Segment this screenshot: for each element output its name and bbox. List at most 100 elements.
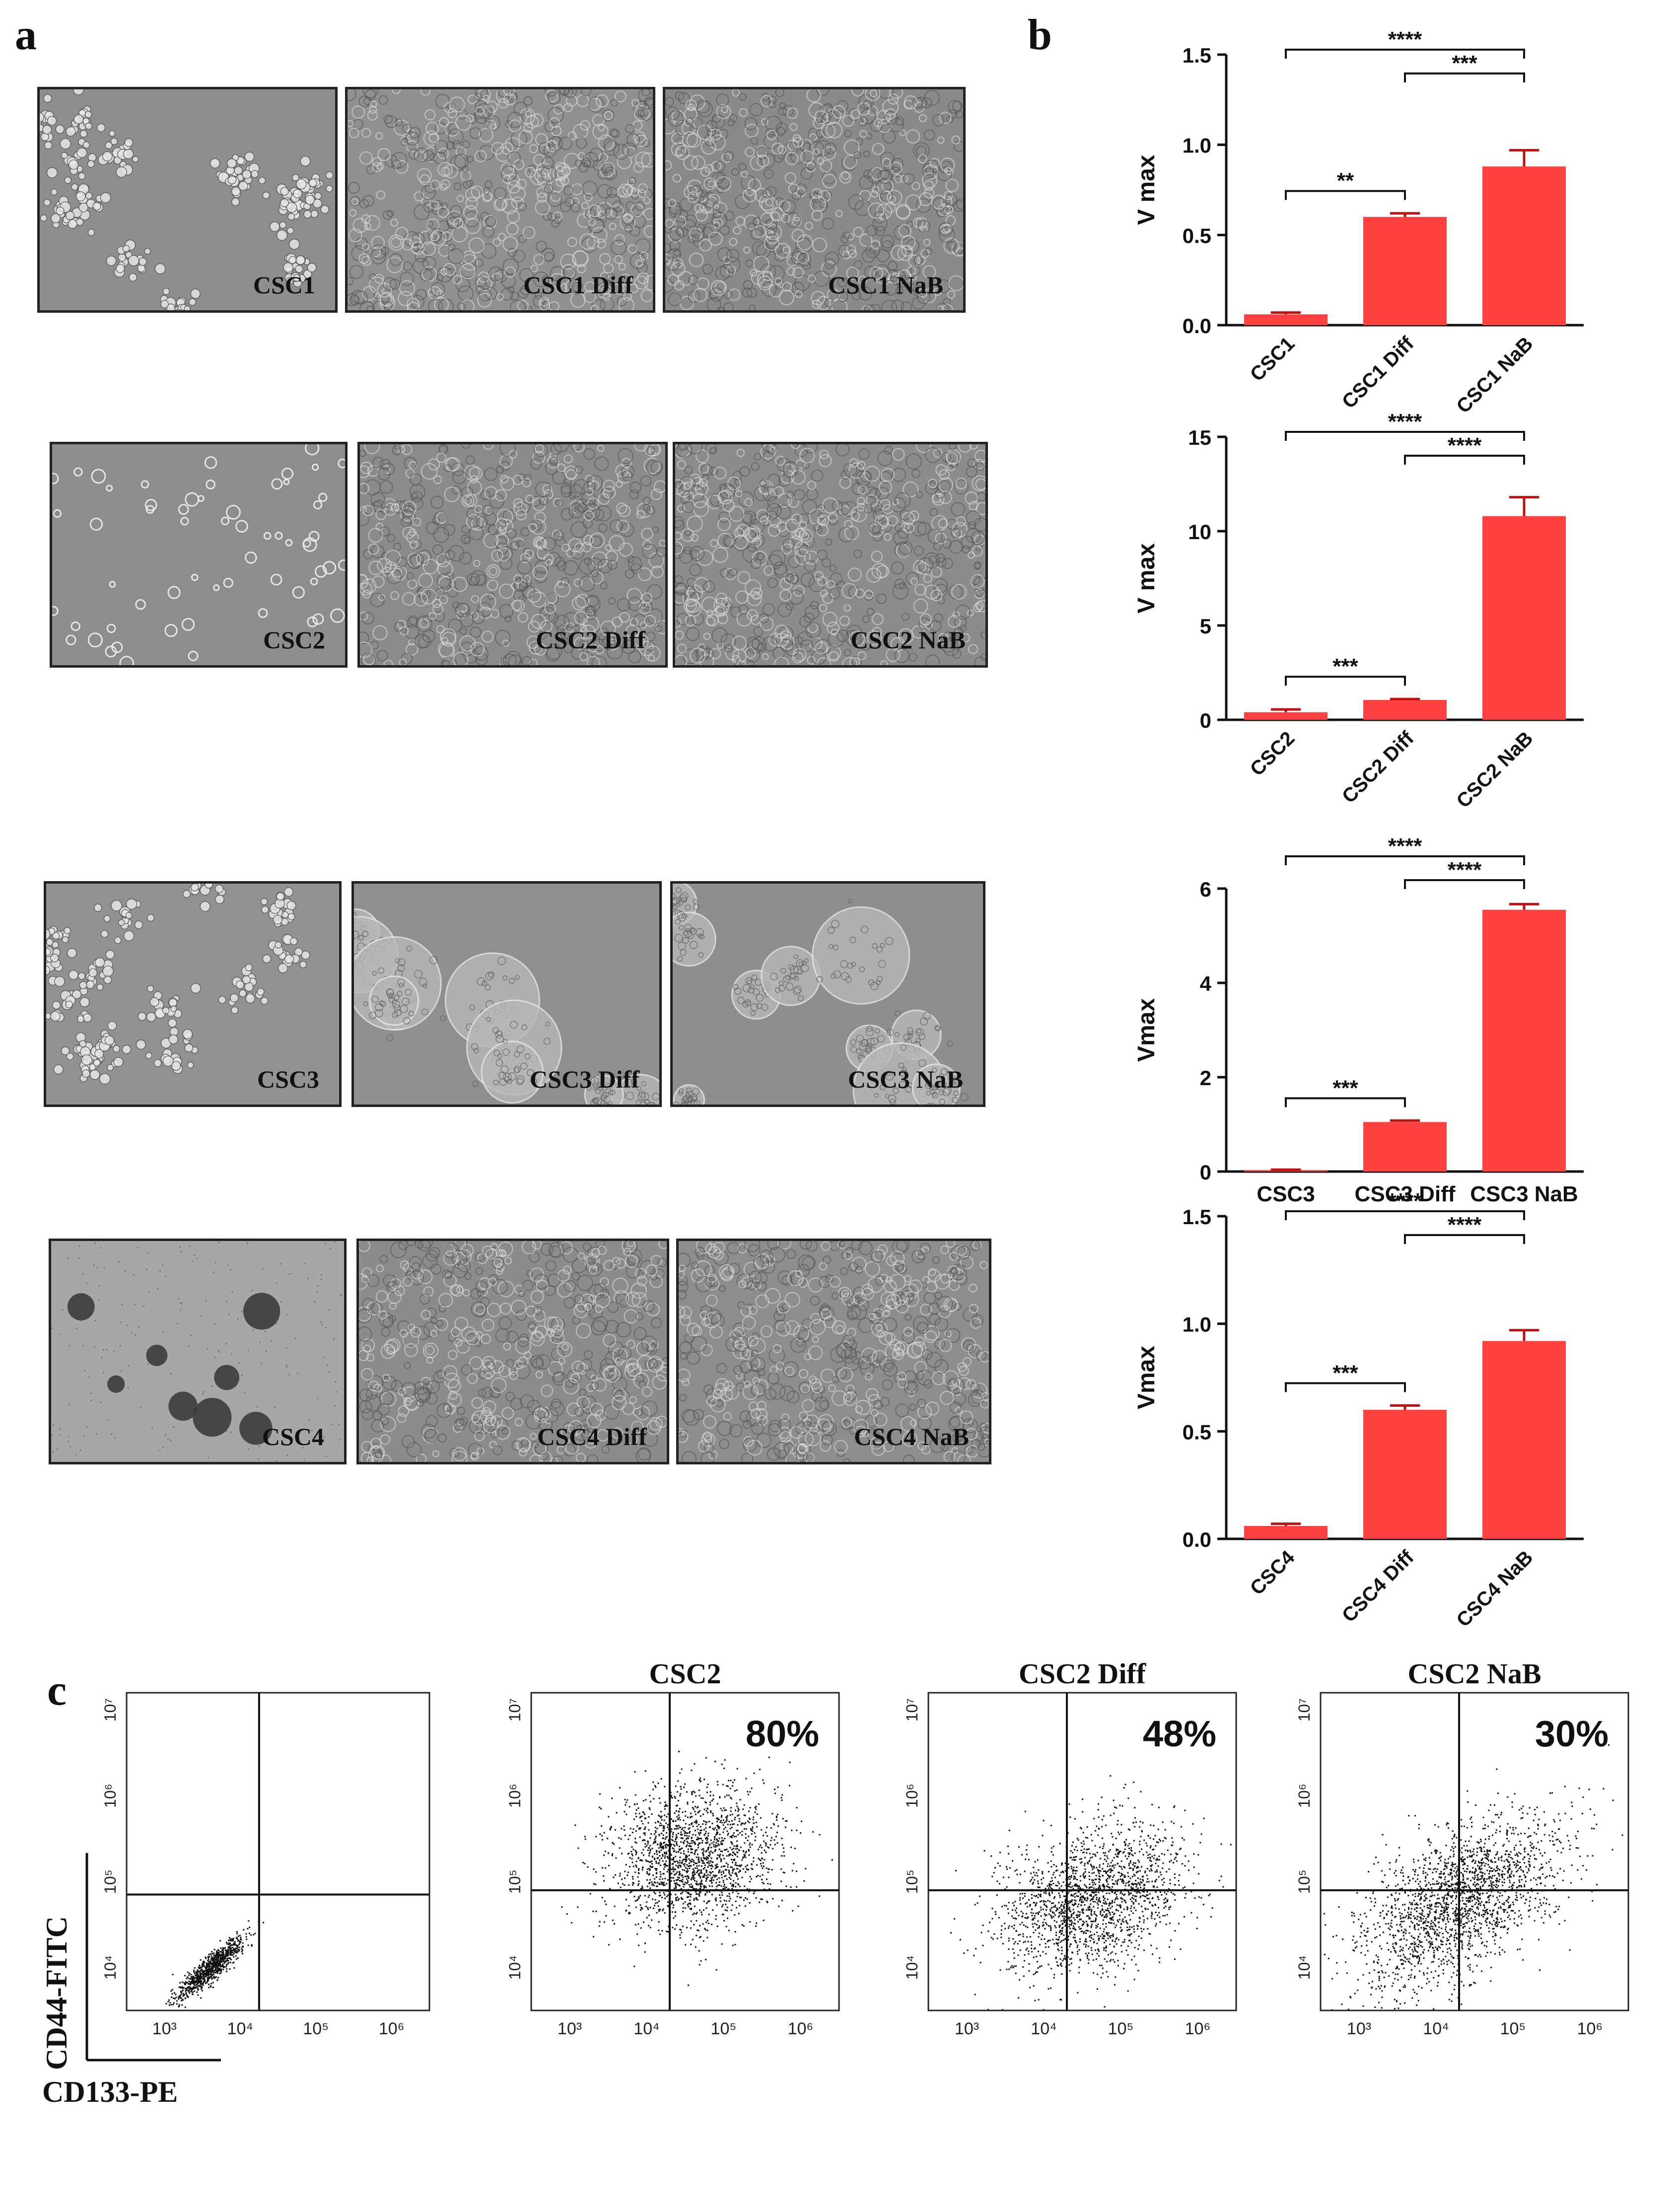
category-label: CSC3 bbox=[1257, 1182, 1315, 1206]
x-tick-label: 10⁴ bbox=[633, 2019, 659, 2038]
y-tick-label: 10⁶ bbox=[101, 1784, 119, 1808]
micrograph-label: CSC3 NaB bbox=[848, 1065, 963, 1093]
category-label: CSC2 bbox=[1246, 727, 1299, 780]
plot-frame bbox=[1320, 1692, 1629, 2011]
micrograph-image bbox=[360, 444, 665, 665]
significance-bracket bbox=[1285, 1210, 1525, 1220]
micrograph-image bbox=[665, 89, 963, 310]
significance-label: *** bbox=[1332, 1361, 1358, 1385]
category-label: CSC1 bbox=[1246, 333, 1299, 386]
significance-label: **** bbox=[1448, 858, 1482, 882]
x-tick-label: 10³ bbox=[152, 2019, 177, 2038]
y-tick-label: 0.5 bbox=[1183, 224, 1211, 247]
vmax-bar-chart: 0.0 0.5 1.0 1.5 V max CSC1 CSC1 Diff CSC1 NaB **… bbox=[1028, 27, 1633, 457]
significance-label: **** bbox=[1448, 1213, 1482, 1237]
micrograph-label: CSC4 bbox=[262, 1423, 324, 1451]
x-tick-label: 10³ bbox=[1347, 2019, 1371, 2038]
micrograph: CSC4 Diff bbox=[356, 1239, 669, 1464]
significance-bracket bbox=[1404, 72, 1525, 82]
significance-label: **** bbox=[1388, 27, 1422, 52]
significance-label: *** bbox=[1332, 654, 1358, 679]
x-axis-label: CD133-PE bbox=[42, 2075, 178, 2108]
significance-label: **** bbox=[1448, 433, 1482, 458]
y-tick-label: 10⁷ bbox=[506, 1698, 524, 1722]
significance-label: **** bbox=[1388, 834, 1422, 858]
plot-frame bbox=[927, 1692, 1237, 2011]
vmax-bar-chart: 0.0 0.5 1.0 1.5 Vmax CSC4 CSC4 Diff CSC4 NaB ***… bbox=[1028, 1189, 1633, 1631]
micrograph-image bbox=[40, 89, 334, 310]
micrograph-image bbox=[679, 1241, 989, 1462]
micrograph-image bbox=[46, 884, 310, 1085]
x-tick-label: 10⁶ bbox=[788, 2019, 814, 2038]
micrograph-image bbox=[359, 1241, 667, 1462]
bar bbox=[1363, 700, 1447, 720]
micrograph: CSC1 NaB bbox=[663, 87, 966, 313]
significance-bracket bbox=[1285, 49, 1525, 59]
y-tick-label: 10⁶ bbox=[1295, 1784, 1313, 1808]
flow-plot-title: CSC2 Diff bbox=[1018, 1658, 1146, 1690]
flow-cytometry-plot: 10³ 10⁴ 10⁵ 10⁶ 10⁴ 10⁵ 10⁶ 10⁷ CSC2 80% bbox=[506, 1658, 840, 2038]
bar bbox=[1482, 1341, 1566, 1539]
y-tick-label: 15 bbox=[1188, 426, 1211, 449]
micrograph-label: CSC1 NaB bbox=[828, 271, 943, 299]
micrograph: CSC1 bbox=[37, 87, 338, 313]
micrograph-label: CSC2 Diff bbox=[536, 626, 645, 654]
flow-cytometry-plot: 10³ 10⁴ 10⁵ 10⁶ 10⁴ 10⁵ 10⁶ 10⁷ CD133-PE CD44-FIT… bbox=[40, 1692, 430, 2108]
panel-label-c: c bbox=[47, 1666, 67, 1715]
y-tick-label: 10⁶ bbox=[506, 1784, 524, 1808]
quadrant-percentage: 30% bbox=[1535, 1713, 1609, 1754]
x-tick-label: 10³ bbox=[955, 2019, 979, 2038]
y-tick-label: 10⁴ bbox=[101, 1955, 119, 1980]
flow-cytometry-plot: 10³ 10⁴ 10⁵ 10⁶ 10⁴ 10⁵ 10⁶ 10⁷ CSC2 Diff 48% bbox=[903, 1658, 1237, 2038]
y-tick-label: 10⁴ bbox=[903, 1955, 921, 1980]
x-tick-label: 10⁴ bbox=[227, 2019, 253, 2038]
micrograph-label: CSC3 bbox=[257, 1065, 319, 1093]
y-tick-label: 0 bbox=[1200, 709, 1211, 732]
y-tick-label: 10⁵ bbox=[1295, 1869, 1313, 1894]
significance-label: *** bbox=[1332, 1076, 1358, 1100]
y-tick-label: 0.0 bbox=[1183, 1528, 1211, 1551]
y-tick-label: 10⁵ bbox=[506, 1869, 524, 1894]
category-label: CSC1 NaB bbox=[1452, 333, 1537, 417]
y-tick-label: 2 bbox=[1200, 1066, 1211, 1090]
y-tick-label: 0.5 bbox=[1183, 1420, 1211, 1444]
y-tick-label: 6 bbox=[1200, 878, 1211, 901]
significance-bracket bbox=[1285, 855, 1525, 865]
significance-bracket bbox=[1285, 1382, 1406, 1392]
category-label: CSC3 Diff bbox=[1355, 1182, 1456, 1206]
panel-label-a: a bbox=[15, 11, 37, 59]
panel-label-b: b bbox=[1028, 11, 1052, 59]
significance-label: **** bbox=[1388, 410, 1422, 434]
flow-plot-title: CSC2 NaB bbox=[1407, 1658, 1541, 1690]
y-tick-label: 10 bbox=[1188, 520, 1211, 544]
micrograph: CSC1 Diff bbox=[345, 87, 655, 313]
micrograph-label: CSC4 Diff bbox=[537, 1423, 647, 1451]
x-tick-label: 10⁴ bbox=[1423, 2019, 1449, 2038]
micrograph: CSC4 NaB bbox=[676, 1239, 991, 1464]
y-tick-label: 10⁵ bbox=[903, 1869, 921, 1894]
y-tick-label: 4 bbox=[1200, 972, 1212, 995]
bar bbox=[1244, 1526, 1328, 1539]
y-tick-label: 0.0 bbox=[1183, 314, 1211, 338]
y-tick-label: 1.0 bbox=[1183, 1313, 1211, 1336]
x-tick-label: 10³ bbox=[558, 2019, 582, 2038]
bar bbox=[1363, 1122, 1447, 1172]
significance-bracket bbox=[1285, 676, 1406, 686]
y-tick-label: 10⁷ bbox=[101, 1698, 119, 1722]
bar bbox=[1363, 217, 1447, 325]
vmax-bar-chart: 0 2 4 6 Vmax CSC3 CSC3 Diff CSC3 NaB **** **** *** bbox=[1028, 834, 1633, 1206]
micrograph-label: CSC1 Diff bbox=[523, 271, 633, 299]
bar bbox=[1482, 909, 1566, 1172]
micrograph-label: CSC2 bbox=[263, 626, 325, 654]
micrograph: CSC2 Diff bbox=[357, 442, 668, 668]
significance-label: *** bbox=[1452, 51, 1477, 75]
micrograph-label: CSC2 NaB bbox=[850, 626, 966, 654]
micrograph-image bbox=[354, 908, 659, 1105]
y-tick-label: 1.5 bbox=[1183, 1205, 1211, 1229]
y-axis-label: V max bbox=[1133, 154, 1160, 225]
micrograph: CSC3 bbox=[44, 881, 342, 1107]
micrograph: CSC2 bbox=[50, 442, 348, 668]
category-label: CSC4 NaB bbox=[1452, 1546, 1537, 1631]
micrograph: CSC2 NaB bbox=[673, 442, 988, 668]
bar bbox=[1482, 516, 1566, 720]
